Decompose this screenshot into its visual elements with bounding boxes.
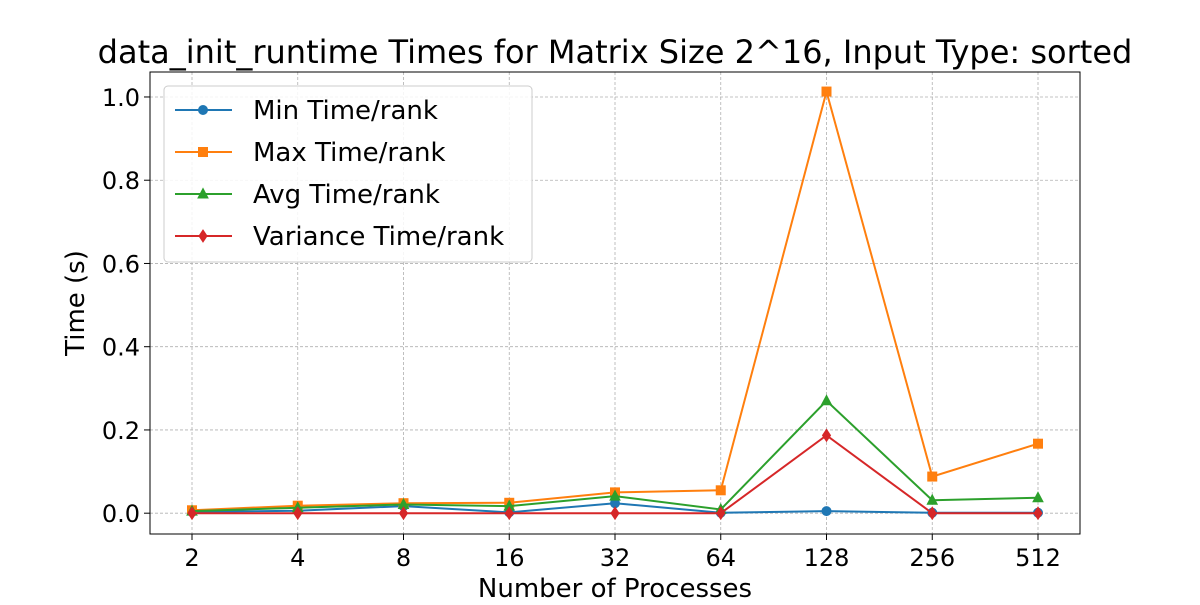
- data-point: [1033, 438, 1043, 449]
- y-tick-label: 0.8: [102, 167, 140, 195]
- legend-marker: [198, 105, 208, 115]
- legend-label: Variance Time/rank: [253, 222, 504, 252]
- data-point: [504, 506, 514, 521]
- data-point: [821, 428, 832, 443]
- data-point: [1032, 491, 1044, 503]
- x-tick-label: 32: [600, 544, 631, 572]
- y-tick-label: 1.0: [102, 84, 140, 112]
- series-layer: [186, 86, 1044, 521]
- series-variance-time-rank: [187, 428, 1043, 521]
- data-point: [1033, 506, 1043, 521]
- data-point: [609, 489, 621, 501]
- data-point: [187, 506, 197, 521]
- legend-label: Avg Time/rank: [253, 180, 440, 210]
- data-point: [926, 493, 939, 505]
- data-point: [610, 506, 620, 521]
- legend: Min Time/rank Max Time/rank Avg Time/rank V…: [163, 85, 533, 263]
- x-tick-label: 4: [290, 544, 305, 572]
- data-point: [927, 506, 937, 521]
- legend-marker: [197, 187, 209, 199]
- legend-entry: Max Time/rank: [175, 138, 446, 168]
- data-point: [927, 471, 938, 482]
- data-point: [821, 506, 832, 517]
- data-point: [293, 506, 303, 521]
- x-tick-label: 8: [396, 544, 411, 572]
- data-point: [820, 394, 833, 406]
- x-tick-label: 256: [909, 544, 955, 572]
- legend-marker: [198, 147, 208, 157]
- x-tick-label: 512: [1015, 544, 1061, 572]
- x-axis-ticks: 2 4 8 16 32 64 128 256 512: [184, 534, 1061, 572]
- chart-title: data_init_runtime Times for Matrix Size …: [98, 33, 1133, 71]
- legend-label: Max Time/rank: [253, 138, 446, 168]
- x-tick-label: 2: [184, 544, 199, 572]
- legend-entry: Min Time/rank: [175, 96, 438, 126]
- legend-box: [163, 85, 533, 263]
- legend-label: Min Time/rank: [253, 96, 438, 126]
- x-tick-label: 16: [494, 544, 525, 572]
- data-point: [398, 506, 409, 521]
- y-tick-label: 0.2: [102, 417, 140, 445]
- y-axis-ticks: 0.0 0.2 0.4 0.6 0.8 1.0: [102, 84, 150, 528]
- y-axis-label: Time (s): [61, 250, 91, 357]
- x-tick-label: 128: [804, 544, 850, 572]
- data-point: [716, 506, 726, 521]
- legend-entry: Variance Time/rank: [175, 222, 504, 252]
- y-tick-label: 0.0: [102, 500, 140, 528]
- legend-marker: [198, 229, 208, 243]
- data-point: [821, 86, 832, 97]
- data-point: [715, 485, 726, 496]
- x-axis-label: Number of Processes: [478, 574, 752, 600]
- y-tick-label: 0.4: [102, 334, 140, 362]
- y-tick-label: 0.6: [102, 250, 140, 278]
- x-tick-label: 64: [705, 544, 736, 572]
- legend-entry: Avg Time/rank: [175, 180, 440, 210]
